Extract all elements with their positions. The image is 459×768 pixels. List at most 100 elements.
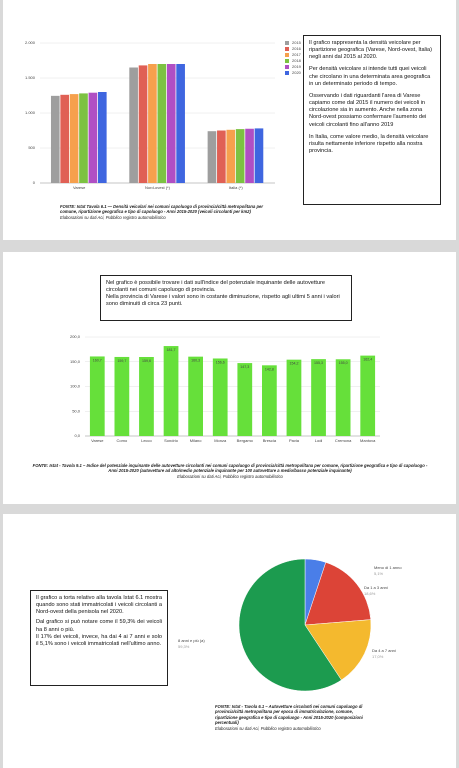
bar xyxy=(69,94,79,183)
bar xyxy=(138,65,148,183)
value-label: 156,6 xyxy=(216,360,225,364)
x-tick-label: Mantova xyxy=(360,438,376,443)
x-tick-label: Bergamo xyxy=(237,438,254,443)
y-tick-label: 1.000 xyxy=(25,110,36,115)
bar xyxy=(114,356,130,436)
x-tick-label: Varese xyxy=(73,185,86,190)
slice-value: 59,3% xyxy=(178,644,190,649)
slice-label: Da 4 a 7 anni xyxy=(372,648,396,653)
bar xyxy=(89,356,105,436)
x-tick-label: Italia (*) xyxy=(229,185,243,190)
paragraph: In Italia, come valore medio, la densità… xyxy=(309,133,429,155)
legend-swatch xyxy=(285,41,289,45)
text-box: Il grafico rappresenta la densità veicol… xyxy=(303,35,441,205)
bar xyxy=(176,64,185,183)
legend-swatch xyxy=(285,65,289,69)
legend-label: 2017 xyxy=(292,52,302,57)
pie-slice xyxy=(238,558,342,692)
slice-label: 8 anni e più (a) xyxy=(178,638,205,643)
value-label: 181,7 xyxy=(167,348,176,352)
bar xyxy=(286,359,302,436)
bar xyxy=(166,64,176,183)
legend-swatch xyxy=(285,71,289,75)
x-tick-label: Brescia xyxy=(263,438,277,443)
paragraph: Il grafico rappresenta la densità veicol… xyxy=(309,40,433,61)
bar xyxy=(88,92,98,183)
paragraph: Osservando i dati riguardanti l'area di … xyxy=(309,92,427,128)
bar xyxy=(97,92,107,183)
legend-label: 2018 xyxy=(292,58,302,63)
value-label: 142,8 xyxy=(265,367,274,371)
bar xyxy=(262,365,277,436)
value-label: 160,7 xyxy=(93,358,102,362)
y-tick-label: 500 xyxy=(28,145,35,150)
slice-value: 5,1% xyxy=(374,571,384,576)
source-line: FONTE: Istat - Tavola 6.1 – Autovetture … xyxy=(215,704,363,726)
text-box: Nel grafico è possibile trovare i dati s… xyxy=(100,275,352,321)
paragraph: Il grafico a torta relativo alla tavola … xyxy=(36,595,162,616)
slice-value: 17,0% xyxy=(372,654,384,659)
slice-value: 18,6% xyxy=(364,591,376,596)
x-tick-label: Varese xyxy=(91,438,104,443)
bar xyxy=(129,67,138,183)
pie-slice xyxy=(304,562,372,626)
y-tick-label: 2.000 xyxy=(25,40,36,45)
value-label: 159,7 xyxy=(117,359,126,363)
bar xyxy=(217,130,226,183)
legend-label: 2019 xyxy=(292,64,302,69)
source-line: FONTE: Istat - Tavola 9.1 – Indice del p… xyxy=(32,463,428,474)
y-tick-label: 50,0 xyxy=(72,408,81,413)
y-tick-label: 0,0 xyxy=(74,433,80,438)
x-tick-label: Lodi xyxy=(315,438,323,443)
bar xyxy=(245,128,254,183)
value-label: 159,6 xyxy=(142,359,151,363)
source-line: Elaborazioni su dati Aci, Pubblico regis… xyxy=(215,725,321,731)
paragraph: Nel grafico è possibile trovare i dati s… xyxy=(106,280,326,294)
paragraph: Il 17% dei veicoli, invece, ha dai 4 ai … xyxy=(36,633,162,647)
legend-swatch xyxy=(285,59,289,63)
x-tick-label: Como xyxy=(117,438,128,443)
value-label: 154,2 xyxy=(289,362,298,366)
slice-label: Meno di 1 anno xyxy=(374,565,402,570)
pie-slice xyxy=(304,619,372,681)
y-tick-label: 200,0 xyxy=(70,334,81,339)
value-label: 160,3 xyxy=(191,359,200,363)
x-tick-label: Milano xyxy=(190,438,203,443)
bar xyxy=(139,356,154,436)
x-tick-label: Lecco xyxy=(141,438,152,443)
bar xyxy=(60,94,70,183)
y-tick-label: 1.500 xyxy=(25,75,36,80)
source-line: Elaborazioni su dati Aci, Pubblico regis… xyxy=(60,214,166,220)
value-label: 162,4 xyxy=(363,358,372,362)
source: FONTE: Istat - Tavola 6.1 – Autovetture … xyxy=(215,704,365,731)
bar xyxy=(254,128,264,183)
paragraph: Per densità veicolare si intende tutti q… xyxy=(309,66,431,87)
y-tick-label: 150,0 xyxy=(70,359,81,364)
y-tick-label: 100,0 xyxy=(70,384,81,389)
value-label: 155,3 xyxy=(314,361,323,365)
bar xyxy=(157,64,167,183)
source: FONTE: Istat Tavola 6.1 — Densità veicol… xyxy=(60,204,280,220)
bar xyxy=(188,356,203,436)
legend-label: 2015 xyxy=(292,40,302,45)
bar xyxy=(207,131,217,183)
legend-label: 2016 xyxy=(292,46,302,51)
bar xyxy=(148,64,157,183)
bar xyxy=(360,355,376,436)
bar xyxy=(235,129,245,183)
x-tick-label: Nord-ovest (*) xyxy=(145,185,171,190)
bar xyxy=(79,93,88,183)
bar xyxy=(311,359,326,436)
bar xyxy=(212,358,228,436)
bar xyxy=(237,363,253,436)
paragraph: Dal grafico si può notare come il 59,3% … xyxy=(36,619,162,633)
bar xyxy=(163,346,179,436)
value-label: 155,0 xyxy=(339,361,348,365)
bar xyxy=(335,359,351,436)
y-tick-label: 0 xyxy=(33,180,36,185)
x-tick-label: Sondrio xyxy=(164,438,179,443)
slice-label: Da 1 a 3 anni xyxy=(364,585,388,590)
legend-label: 2020 xyxy=(292,70,302,75)
